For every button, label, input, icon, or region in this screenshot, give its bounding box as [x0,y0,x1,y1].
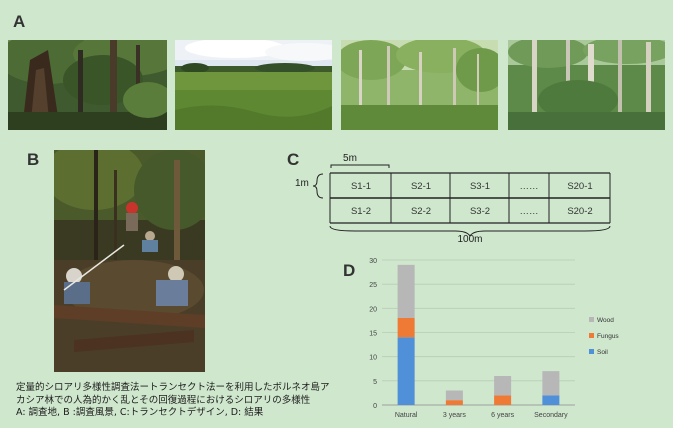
subplot-ellipsis: …… [520,206,539,217]
subplot-cell: S2-2 [411,206,431,217]
legend-swatch [589,317,594,322]
photo-natural-forest [8,40,167,130]
y-tick-label: 15 [369,331,377,338]
legend-label: Soil [597,349,608,356]
y-tick-label: 5 [373,379,377,386]
subplot-cell: S1-1 [351,181,371,192]
bar-segment-fungus [397,318,415,338]
subplot-cell: S2-1 [411,181,431,192]
panel-label-c: C [287,150,300,169]
panel-label-d: D [343,261,356,280]
caption-line-1: 定量的シロアリ多様性調査法ートランセクト法ーを利用したボルネオ島ア [16,382,330,393]
bar-segment-soil [397,337,415,405]
photo-field-survey [54,150,205,372]
panel-label-a: A [13,12,26,31]
y-tick-label: 0 [373,403,377,410]
x-tick-label: 6 years [491,412,514,419]
bar-segment-wood [397,264,415,318]
legend-label: Wood [597,317,614,324]
y-tick-label: 20 [369,306,377,313]
termite-chart: 0 5 10 15 20 25 30 Natural 3 years 6 years Second… [360,250,660,428]
caption-line-2: カシア林での人為的かく乱とその回復過程におけるシロアリの多様性 [16,394,311,406]
figure-caption: 定量的シロアリ多様性調査法ートランセクト法ーを利用したボルネオ島ア カシア林での… [16,382,436,420]
subplot-cell: S3-1 [470,181,490,192]
subplot-cell: S20-1 [567,181,592,192]
bar-segment-fungus [445,400,463,405]
legend-swatch [589,349,594,354]
photo-young-acacia [341,40,498,130]
subplot-ellipsis: …… [520,181,539,192]
photo-older-plantation [508,40,665,130]
x-tick-label: Secondary [534,412,568,419]
y-tick-label: 10 [369,355,377,362]
x-tick-label: Natural [395,412,418,419]
transect-diagram: 5m 1m S1-1 S2-1 S3-1 …… S20-1 S1-2 S2-2 … [295,153,611,244]
photo-grassland [175,40,332,130]
legend-label: Fungus [597,333,619,340]
bar-segment-wood [542,371,560,396]
bar-segment-wood [445,390,463,401]
bar-segment-wood [494,376,512,396]
panel-label-b: B [27,150,40,169]
bar-segment-soil [542,395,560,405]
subplot-cell: S20-2 [567,206,592,217]
bar-segment-fungus [494,395,512,405]
y-tick-label: 25 [369,282,377,289]
y-tick-label: 30 [369,258,377,265]
subplot-cell: S1-2 [351,206,371,217]
x-tick-label: 3 years [443,412,466,419]
subplot-cell: S3-2 [470,206,490,217]
caption-line-3: A: 調査地, B :調査風景, C:トランセクトデザイン, D: 結果 [16,407,264,418]
top-dimension-label: 5m [343,153,357,164]
bottom-dimension-label: 100m [457,234,482,244]
side-dimension-label: 1m [295,178,309,189]
legend-swatch [589,333,594,338]
